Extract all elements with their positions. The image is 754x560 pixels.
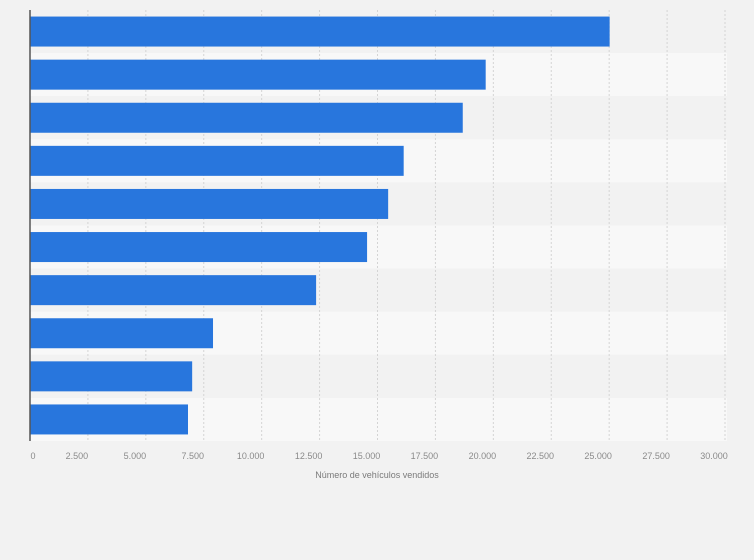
x-tick-label: 27.500: [642, 451, 670, 461]
bars: [30, 16, 610, 435]
x-tick-label: 7.500: [181, 451, 204, 461]
bar[interactable]: [30, 318, 214, 349]
x-tick-label: 22.500: [526, 451, 554, 461]
bar[interactable]: [30, 16, 610, 47]
x-tick-label: 5.000: [124, 451, 147, 461]
x-tick-label: 25.000: [584, 451, 612, 461]
x-tick-label: 12.500: [295, 451, 323, 461]
bar[interactable]: [30, 361, 193, 392]
x-tick-labels: 0 2.500 5.000 7.500 10.000 12.500 15.000 17.500…: [30, 451, 727, 461]
bar[interactable]: [30, 275, 317, 306]
bar[interactable]: [30, 404, 188, 435]
x-axis-label: Número de vehículos vendidos: [315, 470, 439, 480]
x-tick-label: 30.000: [700, 451, 728, 461]
x-tick-label: 10.000: [237, 451, 265, 461]
x-tick-label: 0: [30, 451, 35, 461]
x-tick-label: 15.000: [353, 451, 381, 461]
bar[interactable]: [30, 145, 404, 176]
bar[interactable]: [30, 102, 463, 133]
x-tick-label: 20.000: [469, 451, 497, 461]
x-tick-label: 17.500: [411, 451, 439, 461]
bar[interactable]: [30, 59, 486, 90]
bar[interactable]: [30, 188, 389, 219]
bar[interactable]: [30, 232, 368, 263]
x-tick-label: 2.500: [66, 451, 89, 461]
